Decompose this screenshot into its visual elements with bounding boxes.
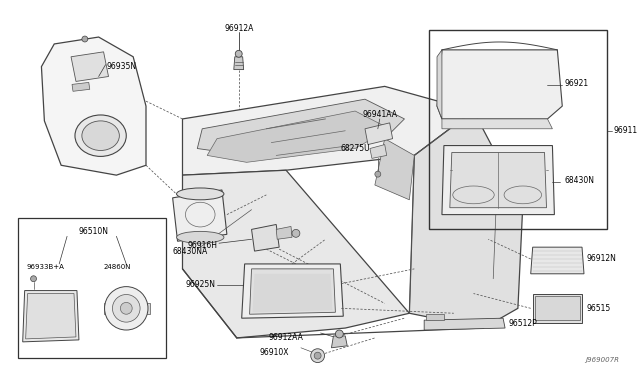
Polygon shape: [442, 145, 554, 215]
Text: 96510N: 96510N: [79, 227, 109, 237]
Ellipse shape: [75, 115, 126, 156]
Polygon shape: [197, 99, 404, 155]
Polygon shape: [534, 296, 580, 320]
Text: 96925N: 96925N: [185, 280, 215, 289]
Polygon shape: [365, 123, 392, 145]
Polygon shape: [450, 153, 547, 208]
Text: 96512P: 96512P: [508, 319, 537, 328]
Polygon shape: [72, 83, 90, 91]
Circle shape: [104, 286, 148, 330]
Polygon shape: [437, 50, 442, 119]
Text: 96515: 96515: [587, 304, 611, 313]
Polygon shape: [426, 314, 444, 320]
Polygon shape: [531, 247, 584, 274]
Circle shape: [31, 276, 36, 282]
Text: 68430NA: 68430NA: [173, 247, 208, 256]
Polygon shape: [375, 139, 414, 200]
Polygon shape: [142, 304, 150, 314]
Circle shape: [120, 302, 132, 314]
Circle shape: [335, 330, 343, 338]
Polygon shape: [253, 274, 332, 312]
Polygon shape: [370, 145, 387, 158]
Text: 96912N: 96912N: [587, 254, 617, 263]
Polygon shape: [42, 37, 146, 175]
Circle shape: [314, 352, 321, 359]
Polygon shape: [22, 291, 79, 342]
Text: 96912AA: 96912AA: [269, 333, 303, 342]
Polygon shape: [182, 86, 474, 175]
Text: 96916H: 96916H: [187, 241, 217, 250]
Ellipse shape: [177, 231, 224, 243]
Polygon shape: [276, 227, 292, 239]
Text: 96911: 96911: [614, 126, 637, 135]
Text: 24860N: 24860N: [104, 264, 131, 270]
Text: J969007R: J969007R: [586, 357, 620, 363]
Text: 96921: 96921: [564, 79, 588, 88]
Text: 96941AA: 96941AA: [362, 110, 397, 119]
Polygon shape: [104, 304, 111, 314]
Polygon shape: [532, 294, 582, 323]
Text: 68430N: 68430N: [564, 176, 595, 185]
Polygon shape: [252, 224, 279, 251]
Polygon shape: [207, 111, 390, 162]
Text: 96933B+A: 96933B+A: [27, 264, 65, 270]
Polygon shape: [424, 318, 505, 330]
Polygon shape: [250, 269, 335, 314]
Polygon shape: [410, 111, 523, 328]
Ellipse shape: [177, 188, 224, 200]
Text: 96910X: 96910X: [259, 348, 289, 357]
Polygon shape: [332, 336, 348, 348]
Circle shape: [375, 171, 381, 177]
Circle shape: [113, 295, 140, 322]
Circle shape: [82, 36, 88, 42]
Circle shape: [292, 230, 300, 237]
Polygon shape: [437, 50, 563, 119]
Ellipse shape: [82, 121, 120, 151]
Polygon shape: [71, 52, 109, 81]
Polygon shape: [26, 294, 76, 339]
Polygon shape: [182, 170, 410, 338]
Polygon shape: [234, 57, 244, 70]
Polygon shape: [442, 119, 552, 129]
Text: 68275U: 68275U: [340, 144, 370, 153]
Circle shape: [236, 50, 242, 57]
Text: 96912A: 96912A: [224, 24, 253, 33]
Circle shape: [311, 349, 324, 363]
Polygon shape: [173, 190, 227, 241]
Polygon shape: [242, 264, 343, 318]
Text: 96935N: 96935N: [106, 62, 137, 71]
